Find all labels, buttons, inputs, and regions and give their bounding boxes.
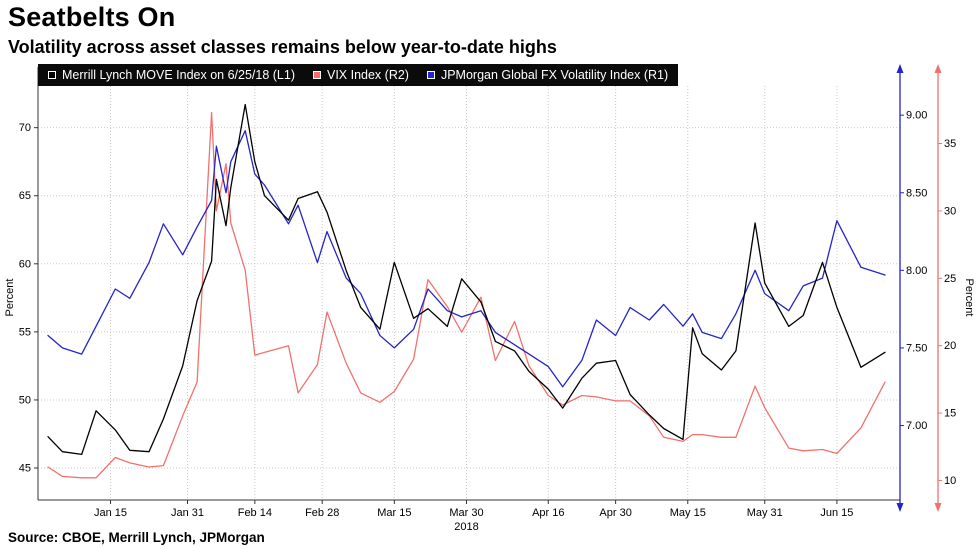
svg-text:Mar 30: Mar 30 <box>449 507 483 519</box>
svg-text:45: 45 <box>19 463 31 475</box>
svg-text:25: 25 <box>944 273 956 285</box>
svg-text:May 31: May 31 <box>747 507 783 519</box>
legend-label-move: Merrill Lynch MOVE Index on 6/25/18 (L1) <box>62 68 295 82</box>
svg-text:55: 55 <box>19 326 31 338</box>
svg-text:Apr 30: Apr 30 <box>599 507 631 519</box>
legend-label-vix: VIX Index (R2) <box>326 68 409 82</box>
move-series-swatch-icon <box>48 71 56 79</box>
vix-series-swatch-icon <box>312 71 321 79</box>
svg-text:50: 50 <box>19 394 31 406</box>
svg-text:65: 65 <box>19 190 31 202</box>
svg-text:8.50: 8.50 <box>906 187 927 199</box>
svg-text:Percent: Percent <box>4 279 16 317</box>
chart-subtitle: Volatility across asset classes remains … <box>8 37 557 57</box>
svg-text:9.00: 9.00 <box>906 110 927 122</box>
svg-text:60: 60 <box>19 258 31 270</box>
svg-text:Mar 15: Mar 15 <box>377 507 411 519</box>
legend-label-fxvol: JPMorgan Global FX Volatility Index (R1) <box>440 68 669 82</box>
fxvol-series-swatch-icon <box>426 71 435 79</box>
svg-text:Feb 14: Feb 14 <box>238 507 272 519</box>
svg-text:15: 15 <box>944 408 956 420</box>
legend-item-vix: VIX Index (R2) <box>312 68 409 82</box>
svg-text:Jan 31: Jan 31 <box>171 507 204 519</box>
svg-text:35: 35 <box>944 138 956 150</box>
svg-text:Percent: Percent <box>963 279 975 317</box>
svg-text:Jun 15: Jun 15 <box>820 507 853 519</box>
page-title: Seatbelts On <box>8 2 176 32</box>
chart-legend: Merrill Lynch MOVE Index on 6/25/18 (L1)… <box>38 64 679 86</box>
svg-text:2018: 2018 <box>454 521 478 533</box>
svg-text:Apr 16: Apr 16 <box>532 507 564 519</box>
svg-text:7.00: 7.00 <box>906 420 927 432</box>
svg-text:70: 70 <box>19 122 31 134</box>
legend-item-fxvol: JPMorgan Global FX Volatility Index (R1) <box>426 68 669 82</box>
svg-text:8.00: 8.00 <box>906 265 927 277</box>
svg-text:30: 30 <box>944 205 956 217</box>
legend-item-move: Merrill Lynch MOVE Index on 6/25/18 (L1) <box>48 68 295 82</box>
svg-text:7.50: 7.50 <box>906 342 927 354</box>
svg-text:20: 20 <box>944 340 956 352</box>
svg-text:10: 10 <box>944 475 956 487</box>
svg-text:Feb 28: Feb 28 <box>305 507 339 519</box>
svg-text:May 15: May 15 <box>670 507 706 519</box>
source-text: Source: CBOE, Merrill Lynch, JPMorgan <box>8 530 265 545</box>
svg-text:Jan 15: Jan 15 <box>94 507 127 519</box>
